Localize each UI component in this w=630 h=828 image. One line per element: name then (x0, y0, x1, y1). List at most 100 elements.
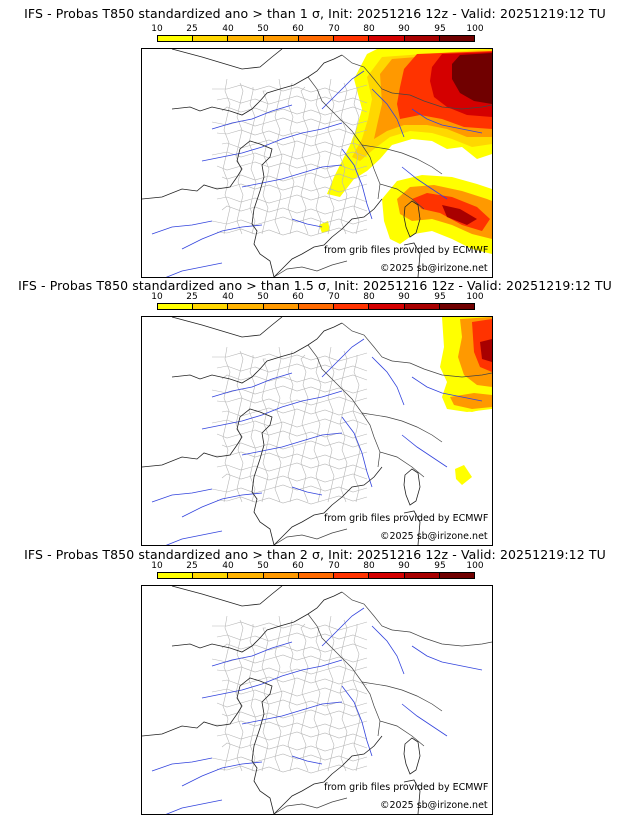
color-scale-labels: 10 25 40 50 60 70 80 90 95 100 (151, 561, 483, 571)
coastline (273, 466, 383, 545)
department-border (211, 216, 368, 226)
river-line (321, 607, 365, 647)
scale-label: 70 (328, 24, 340, 34)
scale-label: 50 (257, 561, 269, 571)
department-border (274, 615, 283, 772)
department-border (212, 621, 368, 631)
scale-label: 40 (222, 292, 234, 302)
department-border (221, 106, 368, 116)
river-line (181, 761, 263, 787)
river-line (291, 486, 323, 496)
river-line (341, 685, 373, 757)
department-border (216, 731, 368, 741)
department-border (212, 183, 368, 193)
map-lines (142, 49, 492, 277)
department-border (248, 87, 257, 235)
corsica-outline (403, 737, 421, 775)
department-border (300, 86, 309, 235)
department-border (216, 396, 368, 406)
department-border (261, 627, 270, 772)
prob-area-yellow (455, 465, 472, 485)
scale-swatch (439, 36, 474, 41)
scale-swatch (404, 573, 440, 578)
scale-swatch (158, 573, 194, 578)
scale-label: 10 (151, 561, 163, 571)
department-border (261, 90, 270, 235)
department-border (352, 87, 361, 235)
scale-label: 10 (151, 292, 163, 302)
department-border (326, 346, 335, 503)
scale-swatch (228, 304, 264, 309)
department-border (274, 346, 283, 503)
department-border (313, 90, 322, 235)
prob-area-yellow (319, 221, 330, 233)
scale-label: 95 (434, 24, 446, 34)
department-border (211, 418, 368, 428)
scale-swatch (334, 573, 370, 578)
department-border (221, 172, 368, 182)
scale-label: 25 (186, 292, 198, 302)
department-border (352, 355, 361, 503)
coastline (403, 779, 421, 814)
map-plot (142, 317, 492, 545)
river-line (181, 492, 263, 518)
department-border (221, 643, 368, 653)
department-border (216, 698, 368, 708)
map-lines (142, 317, 492, 545)
prob-area-darkred (442, 205, 477, 225)
scale-label: 50 (257, 24, 269, 34)
river-line (165, 530, 223, 545)
country-border (273, 260, 348, 277)
scale-label: 100 (466, 292, 484, 302)
scale-label: 60 (292, 292, 304, 302)
coastline (142, 677, 275, 814)
department-border (339, 350, 348, 503)
department-border (212, 352, 368, 362)
scale-swatch (193, 573, 229, 578)
department-border (212, 451, 368, 461)
color-scale-bar (157, 35, 475, 42)
scale-swatch (369, 304, 405, 309)
river-line (411, 108, 483, 134)
scale-label: 95 (434, 561, 446, 571)
country-border (307, 613, 381, 737)
department-border (221, 709, 368, 719)
department-border (221, 742, 368, 752)
river-line (291, 218, 323, 228)
department-border (339, 619, 348, 772)
copyright-credit: ©2025 sb@irizone.net (380, 800, 488, 811)
color-scale-labels: 10 25 40 50 60 70 80 90 95 100 (151, 24, 483, 34)
scale-swatch (334, 304, 370, 309)
department-border (211, 687, 368, 697)
scale-swatch (334, 36, 370, 41)
coastline (403, 510, 421, 545)
scale-label: 90 (398, 292, 410, 302)
scale-label: 100 (466, 561, 484, 571)
department-border (216, 429, 368, 439)
river-line (181, 224, 263, 250)
prob-area-maroon (452, 53, 492, 104)
coastline (171, 322, 343, 384)
department-border (313, 627, 322, 772)
country-border (379, 183, 425, 210)
corsica-outline (403, 200, 421, 238)
river-line (401, 703, 448, 737)
department-border (216, 128, 368, 138)
river-line (341, 416, 373, 488)
coastline (171, 54, 343, 116)
map-frame: from grib files provided by ECMWF ©2025 … (141, 585, 493, 815)
scale-label: 60 (292, 24, 304, 34)
country-border (361, 144, 443, 175)
river-line (201, 390, 343, 430)
country-border (273, 797, 348, 814)
coastline (273, 198, 383, 277)
scale-label: 50 (257, 292, 269, 302)
scale-label: 80 (363, 24, 375, 34)
river-line (151, 220, 213, 235)
country-border (391, 629, 492, 647)
department-border (221, 374, 368, 384)
map-frame: from grib files provided by ECMWF ©2025 … (141, 48, 493, 278)
department-border (287, 350, 296, 503)
river-line (241, 164, 343, 188)
scale-label: 10 (151, 24, 163, 34)
